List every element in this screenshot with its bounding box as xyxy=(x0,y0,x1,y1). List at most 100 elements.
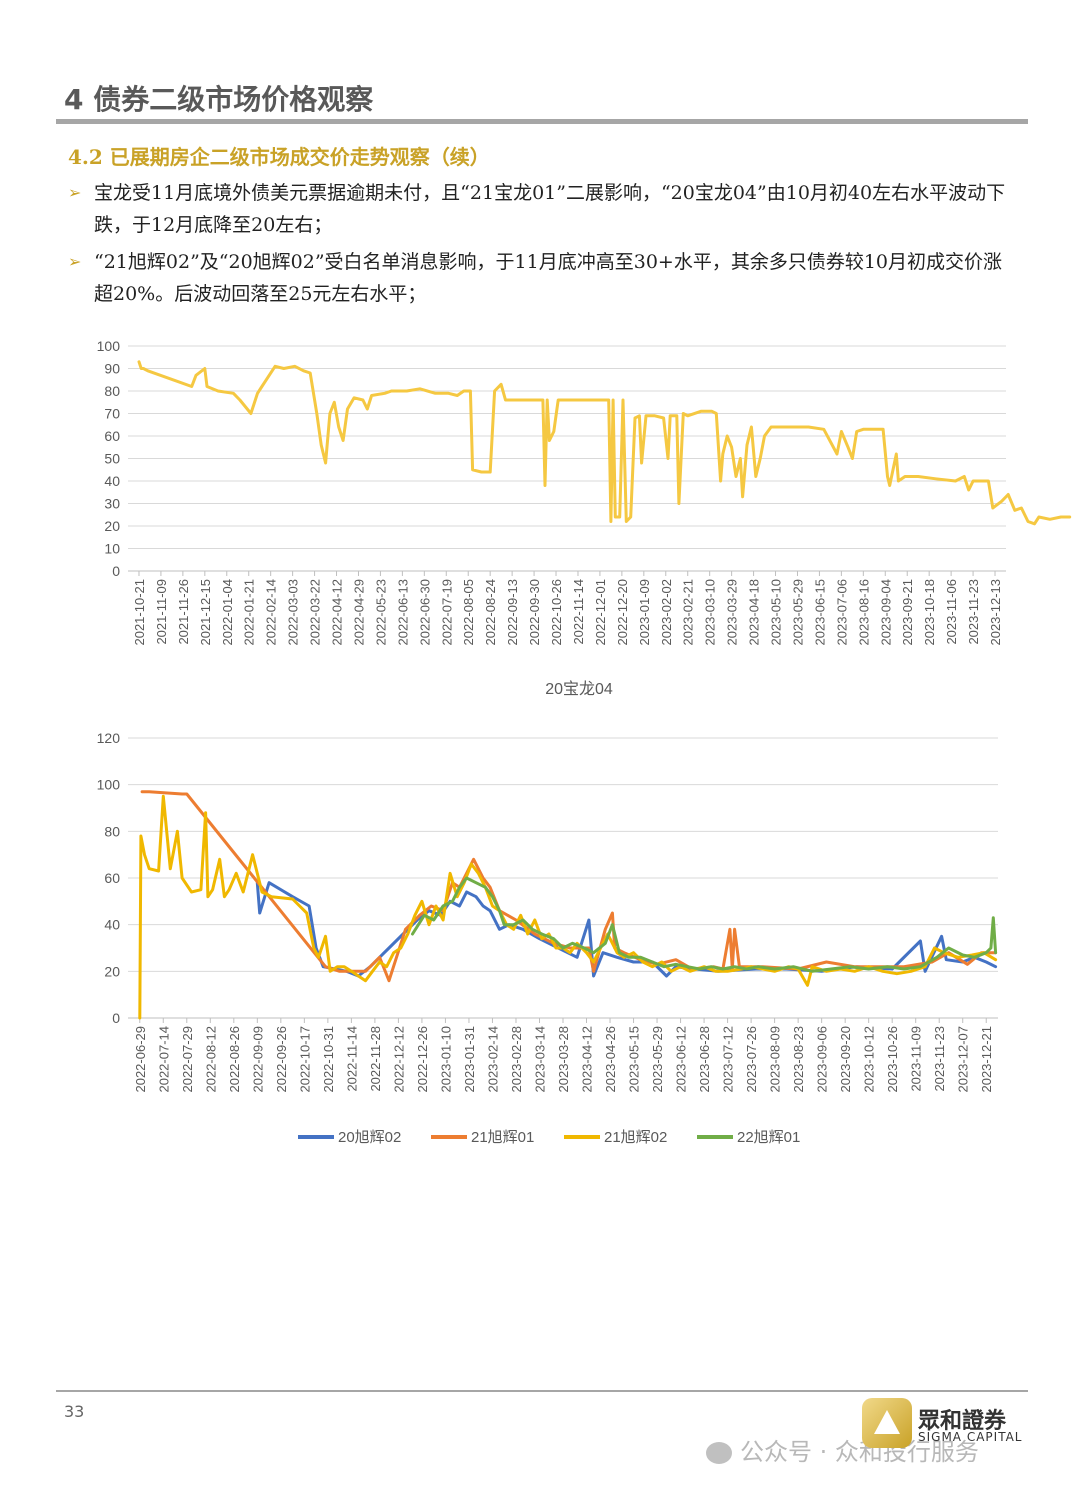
y-tick-label: 120 xyxy=(97,730,121,746)
legend-label: 21旭辉01 xyxy=(471,1129,534,1146)
x-tick-label: 2022-12-01 xyxy=(593,579,608,646)
bullet-text: “21旭辉02”及“20旭辉02”受白名单消息影响，于11月底冲高至30+水平，… xyxy=(94,251,1003,305)
y-tick-label: 100 xyxy=(97,338,121,354)
brand-name-en: SIGMA CAPITAL xyxy=(918,1430,1023,1444)
x-tick-label: 2023-09-04 xyxy=(878,579,893,646)
x-tick-label: 2022-10-26 xyxy=(549,579,564,646)
x-tick-label: 2023-01-31 xyxy=(462,1026,477,1093)
x-tick-label: 2022-05-23 xyxy=(373,579,388,646)
x-tick-label: 2022-04-12 xyxy=(330,579,345,646)
x-tick-label: 2023-11-06 xyxy=(944,579,959,645)
x-tick-label: 2023-04-26 xyxy=(603,1026,618,1093)
bullet-point-2: ➢ “21旭辉02”及“20旭辉02”受白名单消息影响，于11月底冲高至30+水… xyxy=(68,246,1008,310)
x-tick-label: 2022-12-26 xyxy=(415,1026,430,1093)
x-tick-label: 2021-12-15 xyxy=(198,579,213,646)
section-subtitle: 4.2 已展期房企二级市场成交价走势观察（续） xyxy=(68,145,490,169)
bullet-arrow-icon: ➢ xyxy=(68,252,82,271)
x-tick-label: 2023-09-21 xyxy=(900,579,915,646)
x-tick-label: 2021-10-21 xyxy=(132,579,147,646)
wechat-label: 公众号 · 众和投行服务 xyxy=(740,1438,979,1466)
y-tick-label: 20 xyxy=(104,963,120,979)
x-tick-label: 2023-10-12 xyxy=(862,1026,877,1093)
bullet-text: 宝龙受11月底境外债美元票据逾期未付，且“21宝龙01”二展影响，“20宝龙04… xyxy=(94,182,1006,236)
x-tick-label: 2023-07-12 xyxy=(721,1026,736,1093)
x-tick-label: 2023-05-10 xyxy=(769,579,784,646)
y-tick-label: 30 xyxy=(104,496,120,512)
x-tick-label: 2023-03-29 xyxy=(725,579,740,646)
x-tick-label: 2022-12-20 xyxy=(615,579,630,646)
bullet-point-1: ➢ 宝龙受11月底境外债美元票据逾期未付，且“21宝龙01”二展影响，“20宝龙… xyxy=(68,177,1008,241)
series-line-21旭辉01 xyxy=(140,790,998,983)
y-tick-label: 70 xyxy=(104,406,120,422)
y-tick-label: 40 xyxy=(104,917,120,933)
legend-label: 22旭辉01 xyxy=(737,1129,800,1146)
wechat-icon xyxy=(706,1442,732,1464)
legend-label: 21旭辉02 xyxy=(604,1129,667,1146)
x-tick-label: 2023-05-29 xyxy=(790,579,805,646)
x-tick-label: 2023-01-09 xyxy=(637,579,652,646)
x-tick-label: 2023-07-06 xyxy=(834,579,849,646)
x-tick-label: 2022-09-09 xyxy=(250,1026,265,1093)
x-tick-label: 2022-11-28 xyxy=(368,1026,383,1092)
x-tick-label: 2023-02-14 xyxy=(485,1026,500,1093)
x-tick-label: 2023-06-28 xyxy=(697,1026,712,1093)
y-tick-label: 0 xyxy=(112,563,120,579)
x-tick-label: 2022-08-26 xyxy=(227,1026,242,1093)
x-tick-label: 2022-01-21 xyxy=(242,579,257,646)
x-tick-label: 2022-07-19 xyxy=(439,579,454,646)
x-tick-label: 2023-02-02 xyxy=(659,579,674,646)
x-tick-label: 2022-11-14 xyxy=(344,1026,359,1092)
x-tick-label: 2023-11-23 xyxy=(932,1026,947,1092)
x-tick-label: 2023-10-18 xyxy=(922,579,937,646)
y-tick-label: 80 xyxy=(104,823,120,839)
y-tick-label: 80 xyxy=(104,383,120,399)
x-tick-label: 2022-07-29 xyxy=(180,1026,195,1093)
y-tick-label: 0 xyxy=(112,1010,120,1026)
series-line-main xyxy=(137,360,1072,526)
x-tick-label: 2023-08-16 xyxy=(856,579,871,646)
x-tick-label: 2022-06-29 xyxy=(133,1026,148,1093)
x-tick-label: 2022-07-14 xyxy=(156,1026,171,1093)
x-tick-label: 2022-08-05 xyxy=(461,579,476,646)
x-tick-label: 2023-12-13 xyxy=(988,579,1003,646)
x-tick-label: 2022-04-29 xyxy=(351,579,366,646)
chart-20baolong04: 0 10 20 30 40 50 60 70 80 90 100 2021-10-21 2021-11-… xyxy=(97,338,1072,698)
series-line-20旭辉02 xyxy=(255,881,998,978)
bullet-arrow-icon: ➢ xyxy=(68,183,82,202)
x-tick-label: 2022-10-31 xyxy=(321,1026,336,1093)
page-number: 33 xyxy=(64,1402,85,1421)
x-tick-label: 2023-01-10 xyxy=(438,1026,453,1093)
x-tick-label: 2022-10-17 xyxy=(297,1026,312,1093)
x-tick-label: 2023-10-26 xyxy=(885,1026,900,1093)
page-title: 4 债券二级市场价格观察 xyxy=(64,83,374,116)
y-tick-label: 60 xyxy=(104,870,120,886)
x-tick-label: 2023-05-15 xyxy=(627,1026,642,1093)
x-tick-label: 2023-03-28 xyxy=(556,1026,571,1093)
y-tick-label: 90 xyxy=(104,361,120,377)
x-tick-label: 2022-03-22 xyxy=(308,579,323,646)
x-tick-label: 2023-09-20 xyxy=(838,1026,853,1093)
y-tick-label: 40 xyxy=(104,473,120,489)
series-line-22旭辉01 xyxy=(411,876,998,973)
x-tick-label: 2023-04-18 xyxy=(747,579,762,646)
x-tick-label: 2023-06-12 xyxy=(674,1026,689,1093)
x-tick-label: 2023-04-12 xyxy=(580,1026,595,1093)
x-tick-label: 2023-09-06 xyxy=(815,1026,830,1093)
x-tick-label: 2022-06-13 xyxy=(395,579,410,646)
footer-rule xyxy=(56,1390,1028,1392)
x-tick-label: 2022-06-30 xyxy=(417,579,432,646)
chart-title: 20宝龙04 xyxy=(545,680,613,698)
x-tick-label: 2022-08-12 xyxy=(203,1026,218,1093)
x-tick-label: 2022-11-14 xyxy=(571,579,586,645)
x-tick-label: 2023-08-09 xyxy=(768,1026,783,1093)
x-tick-label: 2022-02-14 xyxy=(264,579,279,646)
y-tick-label: 20 xyxy=(104,518,120,534)
y-tick-label: 10 xyxy=(104,541,120,557)
series-line-21旭辉02 xyxy=(138,794,998,1020)
x-tick-label: 2023-02-21 xyxy=(681,579,696,646)
y-tick-label: 60 xyxy=(104,428,120,444)
wechat-watermark: 公众号 · 众和投行服务 xyxy=(706,1432,979,1467)
x-tick-label: 2023-05-29 xyxy=(650,1026,665,1093)
chart-cifi-bonds: 0 20 40 60 80 100 120 2022-06-29 2022-07-14 2022-… xyxy=(97,730,998,1146)
x-tick-label: 2022-12-12 xyxy=(391,1026,406,1093)
